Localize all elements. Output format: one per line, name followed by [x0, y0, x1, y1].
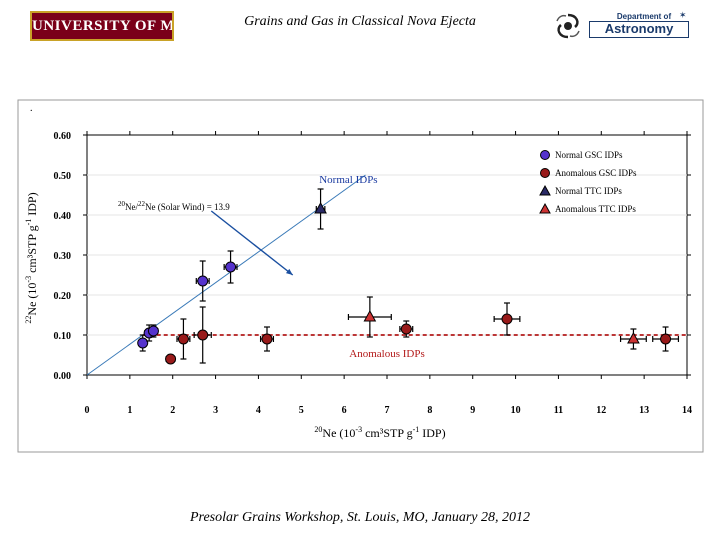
x-tick-label-6: 6 [342, 405, 347, 416]
page-title: Grains and Gas in Classical Nova Ejecta [244, 14, 476, 29]
y-tick-label-0: 0.00 [54, 371, 72, 382]
point-s0-p3 [197, 275, 209, 287]
point-s0-p4 [225, 261, 237, 273]
y-tick-label-4: 0.40 [54, 211, 72, 222]
legend-anomalous-gsc-label: Anomalous GSC IDPs [555, 168, 637, 178]
legend-normal-gsc-label: Normal GSC IDPs [555, 150, 623, 160]
x-tick-label-2: 2 [170, 405, 175, 416]
x-label-sup: 20 [314, 425, 322, 434]
point-s1-p3 [261, 333, 273, 345]
anomalous-idps-label: Anomalous IDPs [349, 348, 424, 360]
legend-anomalous-ttc-label: Anomalous TTC IDPs [555, 204, 636, 214]
astronomy-name-label: Astronomy [589, 21, 689, 38]
x-label-exp: -3 [355, 425, 362, 434]
point-s1-p6 [660, 333, 672, 345]
legend-anomalous-ttc-marker [539, 202, 551, 214]
y-label-tail: IDP) [25, 192, 39, 218]
university-logo: UNIVERSITY OF MINNESOTA [30, 11, 174, 41]
x-tick-label-5: 5 [299, 405, 304, 416]
ratio-arrow [210, 210, 294, 276]
y-label-sup: 22 [24, 316, 33, 324]
ratio-sup1: 20 [118, 200, 126, 208]
x-tick-label-10: 10 [511, 405, 521, 416]
y-label-rest: cm³STP g [25, 225, 39, 276]
point-s1-p2 [197, 329, 209, 341]
y-tick-label-3: 0.30 [54, 251, 72, 262]
y-label-exp2: -1 [24, 219, 33, 226]
ratio-arrow-head [285, 268, 293, 275]
chart-frame [17, 99, 704, 453]
point-s1-p0 [165, 353, 177, 365]
astronomy-dept-label: Department of [616, 12, 672, 21]
normal-idps-label: Normal IDPs [319, 174, 377, 186]
x-label-tail: IDP) [419, 426, 445, 440]
x-label-exp2: -1 [413, 425, 420, 434]
x-tick-label-0: 0 [85, 405, 90, 416]
point-s0-p0 [137, 337, 149, 349]
x-axis-label: 20Ne (10-3 cm³STP g-1 IDP) [314, 425, 445, 440]
legend-normal-ttc-marker [539, 184, 551, 196]
ratio-sup2: 22 [138, 200, 146, 208]
ratio-arrow-shaft [210, 210, 294, 276]
point-s1-p5 [501, 313, 513, 325]
legend-normal-ttc-label: Normal TTC IDPs [555, 186, 622, 196]
x-tick-label-7: 7 [385, 405, 390, 416]
x-tick-label-8: 8 [427, 405, 432, 416]
corner-mark: . [30, 103, 33, 114]
y-label-exp: -3 [24, 276, 33, 283]
x-label-rest: cm³STP g [362, 426, 413, 440]
y-axis: 0.00 0.10 0.20 0.30 0.40 0.50 0.60 [54, 131, 691, 382]
point-s1-p1 [177, 333, 189, 345]
y-tick-label-6: 0.60 [54, 131, 72, 142]
legend-normal-gsc-marker [540, 150, 550, 160]
point-s3-p1 [627, 331, 640, 344]
data-points [137, 188, 680, 365]
x-tick-label-12: 12 [596, 405, 606, 416]
y-tick-label-5: 0.50 [54, 171, 72, 182]
ratio-main2: Ne (Solar Wind) = 13.9 [145, 202, 230, 212]
x-tick-label-9: 9 [470, 405, 475, 416]
y-tick-label-1: 0.10 [54, 331, 72, 342]
point-s0-p2 [147, 325, 159, 337]
x-tick-label-14: 14 [682, 405, 692, 416]
footer-text: Presolar Grains Workshop, St. Louis, MO,… [189, 510, 531, 525]
legend-anomalous-gsc-marker [540, 168, 550, 178]
x-tick-label-11: 11 [554, 405, 563, 416]
point-s3-p0 [363, 309, 377, 322]
x-tick-label-1: 1 [127, 405, 132, 416]
star-icon: ✶ [679, 11, 687, 21]
legend: Normal GSC IDPs Anomalous GSC IDPs Norma… [539, 150, 637, 214]
point-s2-p0 [314, 201, 327, 214]
y-tick-label-2: 0.20 [54, 291, 72, 302]
x-tick-label-4: 4 [256, 405, 261, 416]
astronomy-logo: Department of Astronomy ✶ [553, 11, 693, 41]
ratio-main1: Ne/ [125, 202, 138, 212]
point-s1-p4 [400, 323, 412, 335]
x-tick-label-13: 13 [639, 405, 649, 416]
x-label-main: Ne (10 [322, 426, 355, 440]
galaxy-icon [556, 13, 580, 39]
x-axis: 0 1 2 3 4 5 6 7 8 9 10 11 12 13 14 [85, 131, 692, 416]
y-axis-label: 22Ne (10-3 cm³STP g-1 IDP) [24, 192, 39, 323]
ratio-annotation: 20Ne/22Ne (Solar Wind) = 13.9 [118, 200, 230, 212]
y-label-main: Ne (10 [25, 283, 39, 316]
x-tick-label-3: 3 [213, 405, 218, 416]
